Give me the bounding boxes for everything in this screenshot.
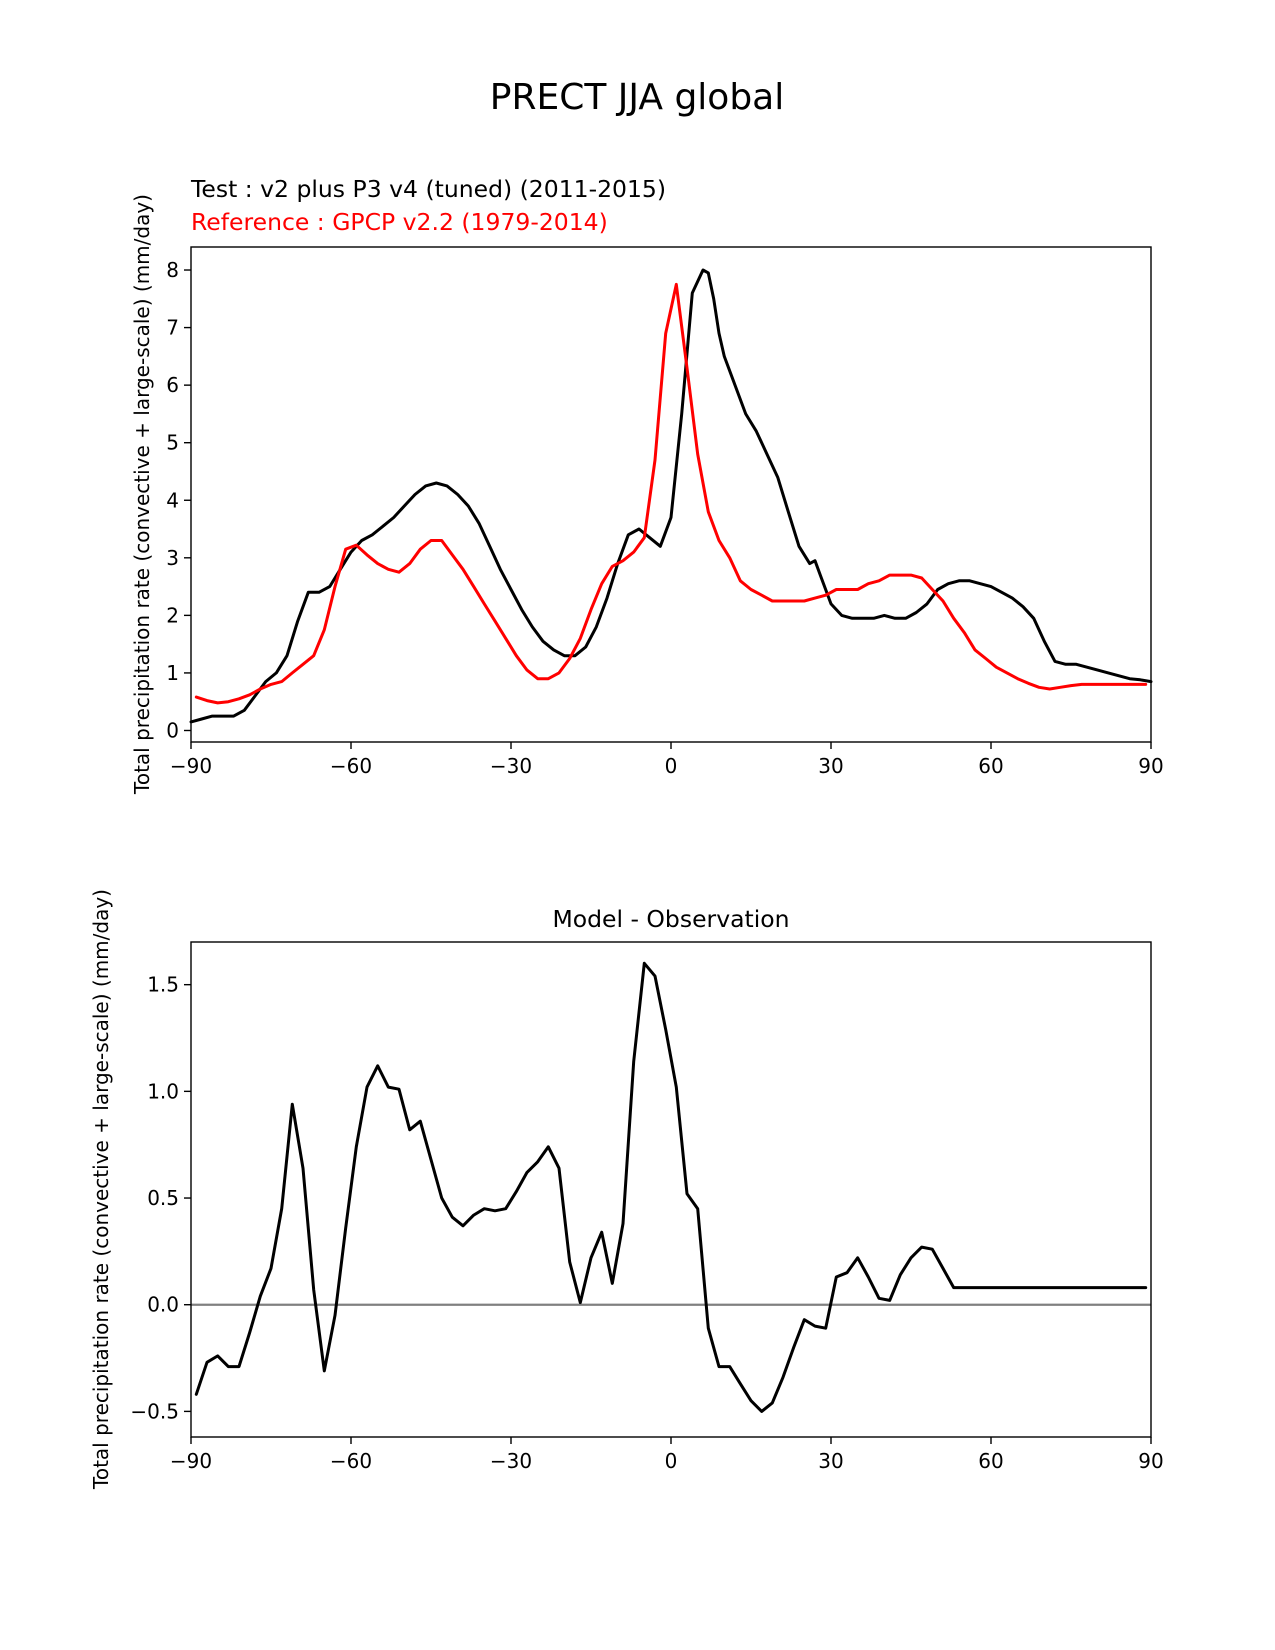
bottom-x-tick-label: 30 [818,1449,843,1473]
bottom-y-tick-label: 0.5 [147,1186,179,1210]
top-y-tick-label: 8 [166,258,179,282]
top-y-tick-label: 2 [166,603,179,627]
bottom-x-tick-label: −60 [330,1449,372,1473]
top-y-tick-label: 5 [166,431,179,455]
top-x-tick-label: −30 [490,754,532,778]
bottom-y-tick-label: 1.0 [147,1079,179,1103]
top-x-tick-label: −90 [170,754,212,778]
bottom-y-tick-label: 1.5 [147,973,179,997]
top-panel: 0 1 2 3 4 5 6 7 8 −90 −60 −30 0 30 60 90 Total precipi… [130,194,1164,795]
bottom-x-tick-label: −30 [490,1449,532,1473]
bottom-x-tick-label: −90 [170,1449,212,1473]
difference-series-line [194,961,1148,1413]
bottom-x-ticks: −90 −60 −30 0 30 60 90 [170,1437,1164,1473]
top-x-tick-label: 90 [1138,754,1163,778]
top-x-tick-label: 60 [978,754,1003,778]
top-y-tick-label: 0 [166,718,179,742]
top-y-axis-label: Total precipitation rate (convective + l… [130,194,154,795]
top-x-tick-label: −60 [330,754,372,778]
bottom-series [194,961,1148,1413]
top-y-tick-label: 7 [166,316,179,340]
bottom-y-axis-label: Total precipitation rate (convective + l… [89,889,113,1490]
bottom-y-tick-label: −0.5 [130,1399,179,1423]
reference-label: Reference : GPCP v2.2 (1979-2014) [191,208,608,236]
bottom-plot-frame [190,941,1152,1438]
bottom-y-tick-label: 0.0 [147,1293,179,1317]
bottom-x-tick-label: 60 [978,1449,1003,1473]
top-series [189,268,1153,724]
top-y-tick-label: 4 [166,488,179,512]
test-series-line [189,268,1153,724]
reference-series-line [194,282,1148,705]
top-plot-frame [190,246,1152,743]
bottom-panel-title: Model - Observation [552,905,789,933]
top-y-tick-label: 6 [166,373,179,397]
top-x-ticks: −90 −60 −30 0 30 60 90 [170,742,1164,778]
bottom-x-tick-label: 90 [1138,1449,1163,1473]
top-x-tick-label: 30 [818,754,843,778]
top-y-ticks: 0 1 2 3 4 5 6 7 8 [166,258,191,742]
bottom-y-ticks: −0.5 0.0 0.5 1.0 1.5 [130,973,191,1423]
top-y-tick-label: 3 [166,546,179,570]
top-y-tick-label: 1 [166,661,179,685]
figure-title: PRECT JJA global [490,77,785,118]
test-label: Test : v2 plus P3 v4 (tuned) (2011-2015) [190,175,666,203]
bottom-panel: Model - Observation −0.5 0.0 0.5 1.0 1.5 −90… [89,889,1164,1490]
bottom-x-tick-label: 0 [665,1449,678,1473]
top-x-tick-label: 0 [665,754,678,778]
